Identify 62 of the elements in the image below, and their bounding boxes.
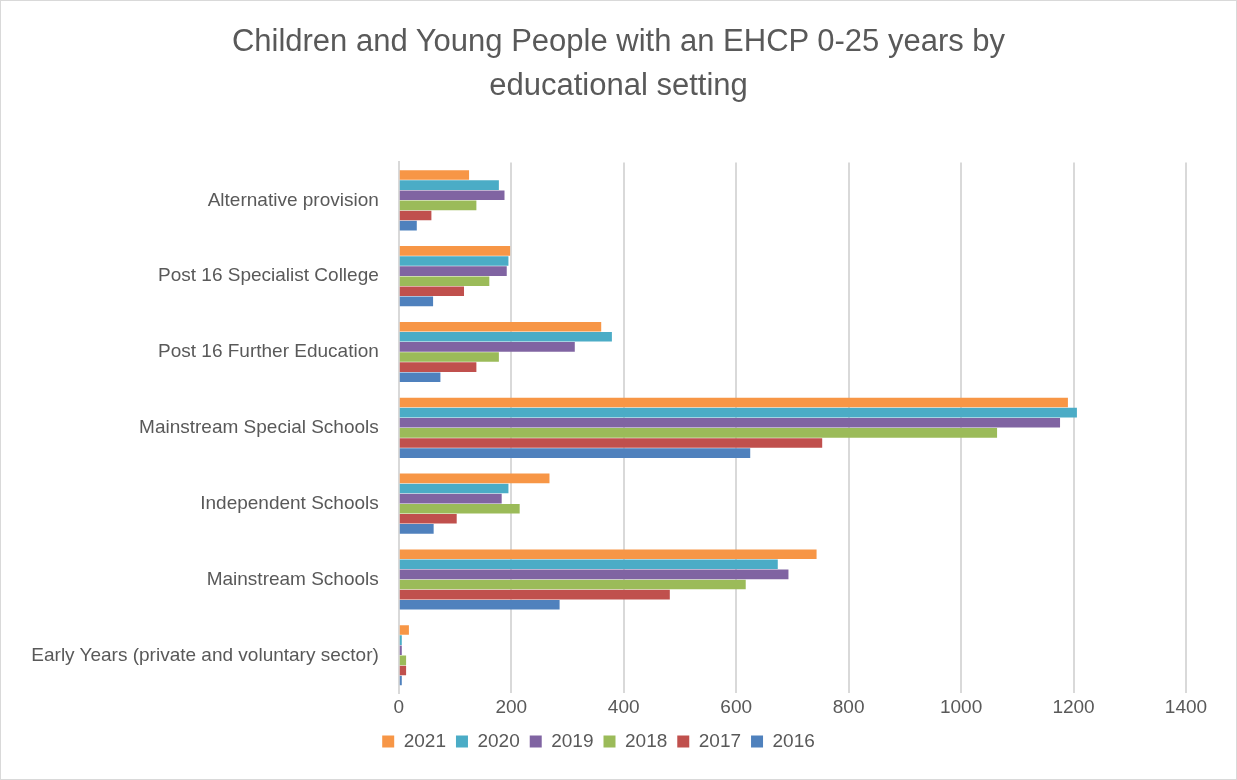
bar <box>399 372 441 383</box>
bar <box>399 635 402 645</box>
bar <box>399 549 817 559</box>
bar <box>399 524 434 534</box>
bar <box>399 180 499 190</box>
x-tick-label: 800 <box>832 695 865 717</box>
x-tick-label: 200 <box>495 695 528 717</box>
bar <box>399 220 417 231</box>
x-tick-label: 1400 <box>1164 695 1208 717</box>
y-tick-label: Independent Schools <box>200 491 379 513</box>
bar <box>399 210 432 221</box>
bar <box>399 438 823 448</box>
x-tick-label: 400 <box>607 695 640 717</box>
y-tick-label: Mainstream Special Schools <box>139 416 379 438</box>
bar <box>399 473 550 484</box>
bar <box>399 321 602 332</box>
bar <box>399 342 575 352</box>
x-tick-label: 1200 <box>1052 695 1095 717</box>
bar <box>399 407 1077 418</box>
bar <box>399 190 505 201</box>
x-tick-label: 600 <box>720 695 753 717</box>
bar <box>399 286 465 297</box>
bar <box>399 645 402 656</box>
bar <box>399 579 746 590</box>
legend-label: 2016 <box>772 729 815 751</box>
y-tick-label: Early Years (private and voluntary sector) <box>31 643 379 665</box>
bar <box>399 513 457 524</box>
bar <box>399 559 778 570</box>
x-tick-label: 0 <box>393 695 405 717</box>
bar <box>399 675 402 686</box>
bar <box>399 332 612 342</box>
bar <box>399 483 509 494</box>
bar <box>399 428 998 438</box>
bar <box>399 397 1068 408</box>
legend-label: 2021 <box>403 729 446 751</box>
bar <box>399 170 470 180</box>
bar <box>399 362 477 372</box>
y-tick-label: Post 16 Further Education <box>158 340 379 362</box>
bar <box>399 503 520 514</box>
legend-label: 2020 <box>477 729 520 751</box>
bar <box>399 625 409 635</box>
y-tick-label: Mainstream Schools <box>206 567 379 589</box>
bar <box>399 417 1061 428</box>
legend-label: 2017 <box>698 729 742 751</box>
bar <box>399 599 560 610</box>
bar <box>399 589 670 600</box>
bar <box>399 256 509 266</box>
y-tick-label: Post 16 Specialist College <box>158 264 379 286</box>
bar <box>399 276 490 286</box>
y-tick-label: Alternative provision <box>207 188 379 210</box>
chart-title: Children and Young People with an EHCP 0-25 years by educational setting <box>230 22 1007 104</box>
bar <box>399 266 507 276</box>
bar <box>399 200 477 211</box>
bar <box>399 493 502 504</box>
bar <box>399 448 751 458</box>
x-tick-label: 1000 <box>939 695 983 717</box>
bar <box>399 296 434 307</box>
legend-label: 2019 <box>551 729 594 751</box>
bar <box>399 246 511 256</box>
bar <box>399 569 789 580</box>
bar <box>399 352 499 362</box>
legend-label: 2018 <box>625 729 668 751</box>
